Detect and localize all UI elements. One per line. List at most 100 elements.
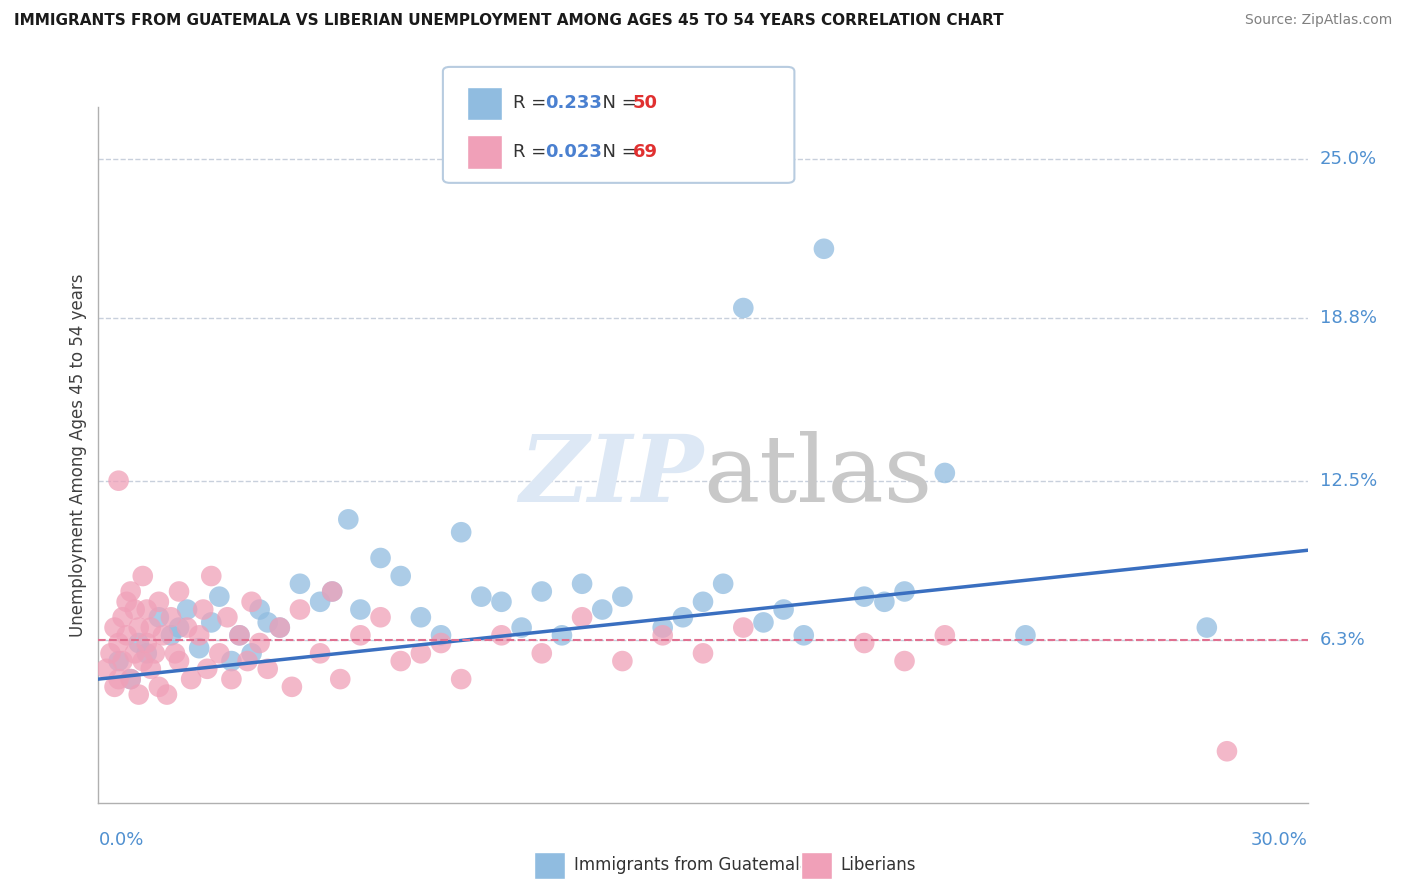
Point	[269, 621, 291, 635]
Text: 25.0%: 25.0%	[1320, 150, 1376, 168]
Point	[281, 680, 304, 694]
Point	[893, 584, 915, 599]
Point	[115, 595, 138, 609]
Text: 18.8%: 18.8%	[1320, 310, 1376, 327]
Point	[711, 576, 734, 591]
Point	[510, 621, 533, 635]
Point	[873, 595, 896, 609]
Point	[321, 584, 343, 599]
Point	[120, 672, 142, 686]
Point	[132, 569, 155, 583]
Point	[813, 242, 835, 256]
Point	[193, 602, 215, 616]
Point	[853, 636, 876, 650]
Point	[612, 590, 634, 604]
Point	[156, 688, 179, 702]
Text: R =: R =	[513, 143, 553, 161]
Point	[217, 610, 239, 624]
Point	[135, 636, 157, 650]
Point	[132, 654, 155, 668]
Point	[148, 680, 170, 694]
Point	[389, 654, 412, 668]
Point	[139, 662, 162, 676]
Text: 50: 50	[633, 95, 658, 112]
Point	[370, 551, 392, 566]
Point	[349, 628, 371, 642]
Point	[733, 621, 755, 635]
Point	[143, 646, 166, 660]
Point	[111, 610, 134, 624]
Text: 69: 69	[633, 143, 658, 161]
Point	[329, 672, 352, 686]
Point	[188, 641, 211, 656]
Point	[135, 602, 157, 616]
Point	[128, 688, 150, 702]
Point	[1216, 744, 1239, 758]
Point	[188, 628, 211, 642]
Text: 0.233: 0.233	[546, 95, 602, 112]
Point	[111, 654, 134, 668]
Point	[370, 610, 392, 624]
Point	[409, 610, 432, 624]
Point	[491, 628, 513, 642]
Point	[176, 621, 198, 635]
Point	[200, 615, 222, 630]
Point	[530, 646, 553, 660]
Point	[103, 621, 125, 635]
Point	[103, 680, 125, 694]
Point	[115, 628, 138, 642]
Text: 0.023: 0.023	[546, 143, 602, 161]
Point	[167, 654, 190, 668]
Point	[491, 595, 513, 609]
Point	[450, 525, 472, 540]
Point	[551, 628, 574, 642]
Point	[228, 628, 250, 642]
Point	[269, 621, 291, 635]
Point	[107, 474, 129, 488]
Point	[591, 602, 613, 616]
Point	[120, 584, 142, 599]
Point	[1195, 621, 1218, 635]
Point	[430, 636, 453, 650]
Y-axis label: Unemployment Among Ages 45 to 54 years: Unemployment Among Ages 45 to 54 years	[69, 273, 87, 637]
Text: atlas: atlas	[703, 431, 932, 521]
Point	[934, 628, 956, 642]
Point	[256, 662, 278, 676]
Point	[228, 628, 250, 642]
Point	[128, 636, 150, 650]
Point	[160, 610, 183, 624]
Point	[160, 628, 183, 642]
Point	[176, 602, 198, 616]
Point	[152, 628, 174, 642]
Text: IMMIGRANTS FROM GUATEMALA VS LIBERIAN UNEMPLOYMENT AMONG AGES 45 TO 54 YEARS COR: IMMIGRANTS FROM GUATEMALA VS LIBERIAN UN…	[14, 13, 1004, 29]
Point	[100, 646, 122, 660]
Point	[240, 595, 263, 609]
Point	[430, 628, 453, 642]
Point	[256, 615, 278, 630]
Point	[288, 602, 311, 616]
Point	[135, 646, 157, 660]
Point	[208, 646, 231, 660]
Point	[288, 576, 311, 591]
Text: R =: R =	[513, 95, 553, 112]
Point	[389, 569, 412, 583]
Point	[139, 621, 162, 635]
Text: ZIP: ZIP	[519, 431, 703, 521]
Point	[120, 672, 142, 686]
Point	[249, 636, 271, 650]
Point	[128, 621, 150, 635]
Point	[107, 654, 129, 668]
Point	[107, 672, 129, 686]
Point	[349, 602, 371, 616]
Point	[692, 595, 714, 609]
Point	[752, 615, 775, 630]
Point	[167, 621, 190, 635]
Point	[651, 628, 673, 642]
Point	[163, 646, 186, 660]
Point	[571, 576, 593, 591]
Point	[148, 595, 170, 609]
Text: N =: N =	[591, 143, 643, 161]
Point	[450, 672, 472, 686]
Point	[208, 590, 231, 604]
Text: N =: N =	[591, 95, 643, 112]
